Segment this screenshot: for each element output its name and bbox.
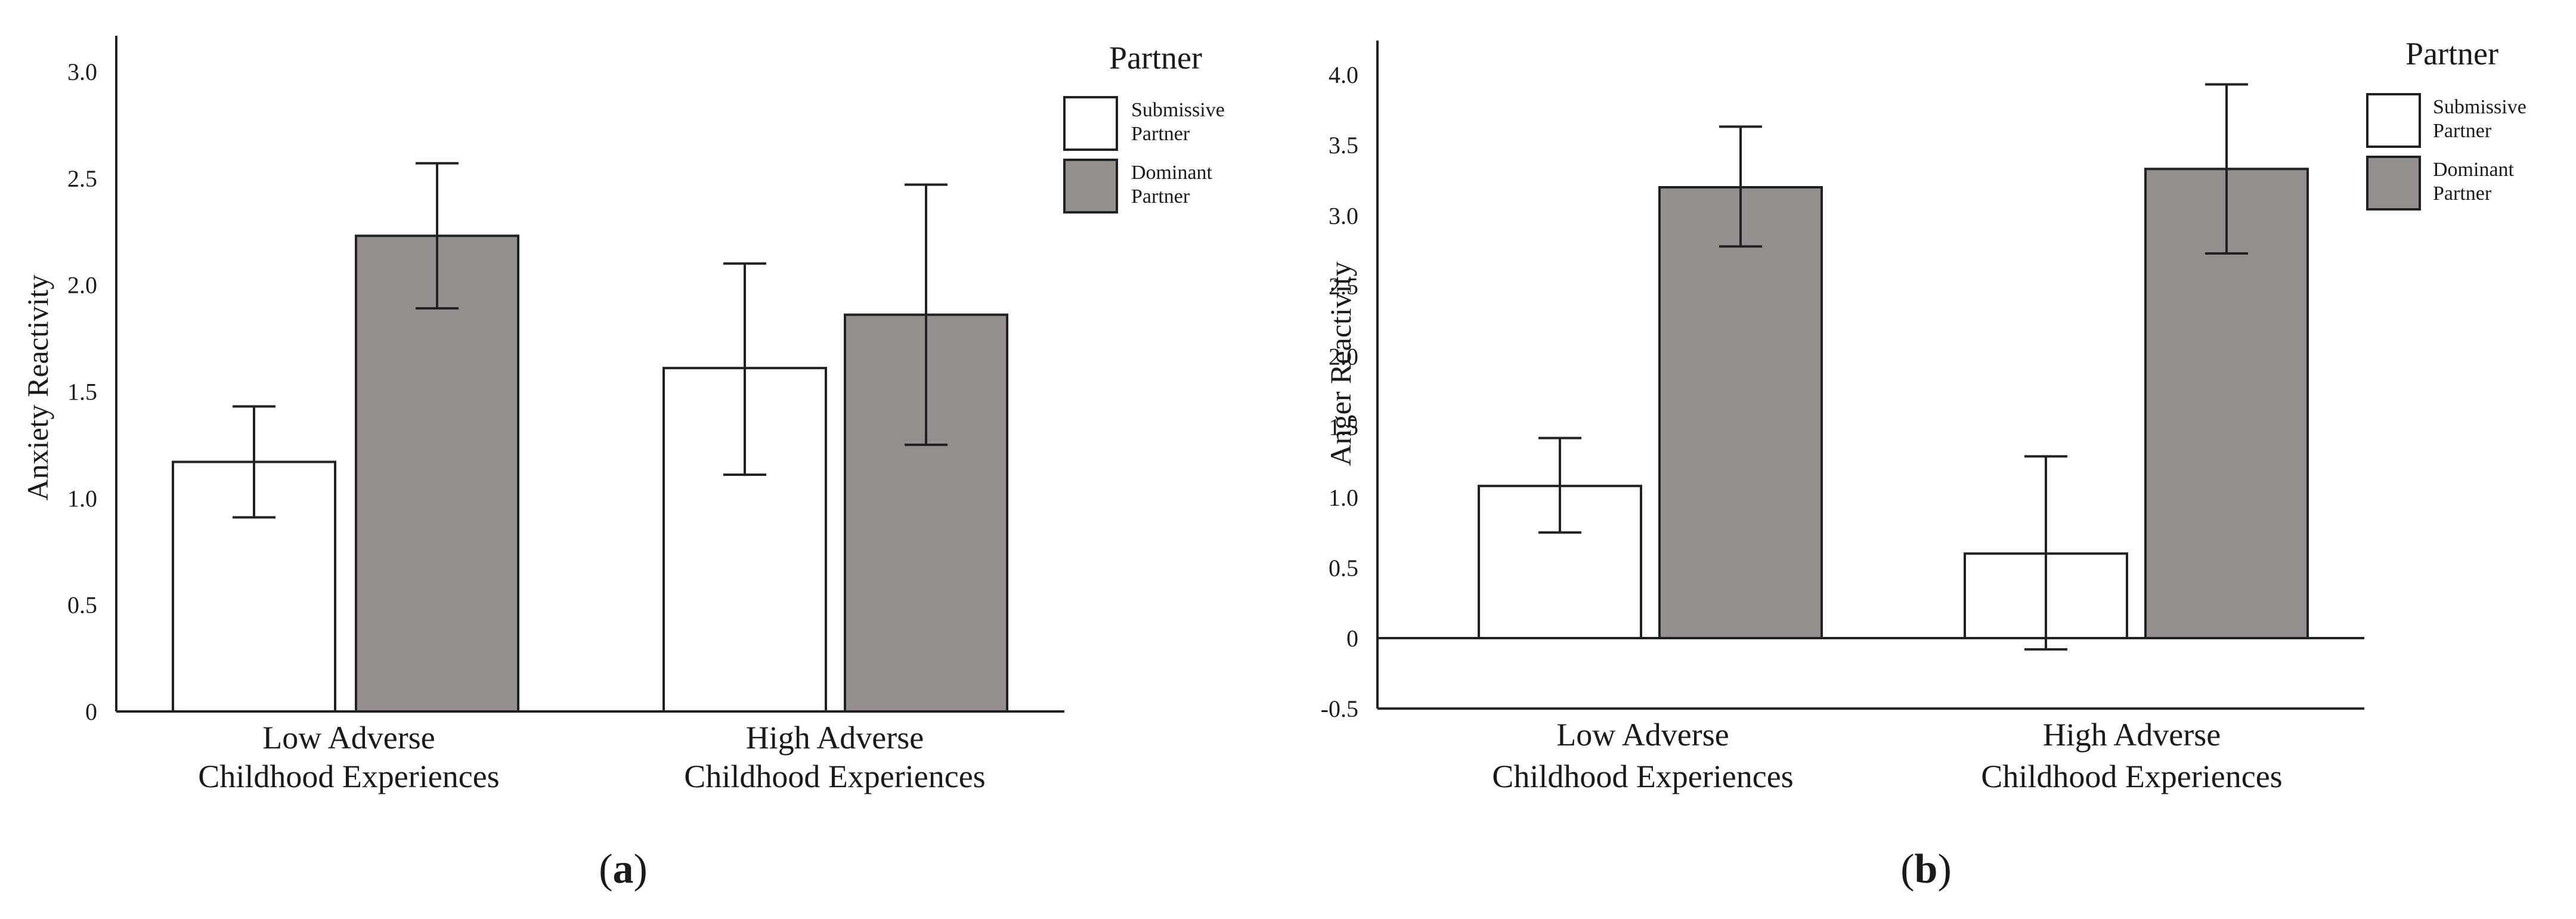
panel-b-legend-label-line1: Dominant [2433, 159, 2515, 181]
panel-a-legend-swatch [1063, 159, 1118, 213]
panel-a-ytick-label: 0.5 [67, 592, 97, 618]
panel-a-legend-title: Partner [1109, 40, 1202, 76]
panel-b-legend-swatch [2366, 156, 2421, 211]
panel-a-legend-label-line2: Partner [1131, 185, 1190, 208]
panel-a-category-label-line2: Childhood Experiences [198, 759, 499, 794]
panel-a-legend-label-line1: Submissive [1131, 99, 1225, 121]
panel-b-legend-label-line2: Partner [2433, 182, 2492, 205]
panel-b-category-label-line2: Childhood Experiences [1492, 759, 1793, 794]
panel-a-legend-label-line2: Partner [1131, 123, 1190, 145]
panel-b-legend-swatch [2366, 93, 2421, 148]
panel-b-ytick-label: 1.5 [1329, 414, 1358, 441]
panel-b-ytick-label: 1.0 [1329, 484, 1358, 511]
panel-b-ytick-label: 2.0 [1329, 344, 1358, 370]
panel-a-ytick-label: 2.0 [67, 272, 97, 299]
panel-a-ytick-label: 3.0 [67, 58, 97, 85]
panel-b-legend-label-line1: Submissive [2433, 96, 2527, 118]
panel-b-ytick-label: 4.0 [1329, 61, 1358, 88]
panel-b-ytick-label: 3.0 [1329, 202, 1358, 229]
panel-b-ytick-label: -0.5 [1321, 695, 1358, 722]
panel-b-legend-label-line2: Partner [2433, 120, 2492, 142]
panel-b-legend-title: Partner [2405, 36, 2498, 72]
panel-a-ytick-label: 1.0 [67, 485, 97, 512]
panel-b-ytick-label: 2.5 [1329, 273, 1358, 299]
panel-b-label: (b) [1900, 846, 1952, 892]
panel-b-category-label-line1: Low Adverse [1556, 717, 1729, 753]
panel-a-ytick-label: 1.5 [67, 379, 97, 406]
panel-b-category-label-line2: Childhood Experiences [1981, 759, 2282, 794]
panel-a-bar-dominant-low [355, 234, 519, 713]
panel-b-y-axis-label: Anger Reactivity [1324, 262, 1357, 466]
panel-a-category-label-line1: High Adverse [746, 720, 924, 756]
panel-b-ytick-label: 0 [1346, 625, 1358, 652]
panel-a-legend-label-line1: Dominant [1131, 162, 1213, 184]
panel-a-ytick-label: 2.5 [67, 165, 97, 192]
panel-a-legend-swatch [1063, 96, 1118, 151]
panel-a-y-axis-label: Anxiety Reactivity [21, 274, 54, 500]
panel-b-ytick-label: 3.5 [1329, 132, 1358, 159]
panel-b-ytick-label: 0.5 [1329, 555, 1358, 581]
panel-a-category-label-line2: Childhood Experiences [684, 759, 985, 794]
panel-a-category-label-line1: Low Adverse [262, 720, 435, 756]
panel-b-category-label-line1: High Adverse [2043, 717, 2221, 753]
panel-a-label: (a) [599, 846, 648, 892]
panel-b-bar-dominant-low [1658, 186, 1823, 639]
panel-a-ytick-label: 0 [85, 698, 97, 725]
